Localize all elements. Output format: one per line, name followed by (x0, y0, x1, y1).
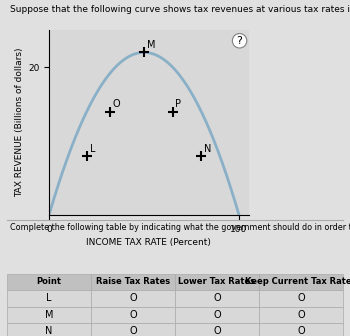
Text: N: N (204, 144, 211, 154)
Text: M: M (147, 40, 155, 50)
Text: Suppose that the following curve shows tax revenues at various tax rates in a hy: Suppose that the following curve shows t… (10, 5, 350, 14)
Text: L: L (90, 144, 95, 154)
Text: O: O (113, 99, 120, 109)
Text: P: P (175, 99, 181, 109)
Text: Complete the following table by indicating what the government should do in orde: Complete the following table by indicati… (10, 223, 350, 233)
Text: ?: ? (237, 36, 243, 46)
Y-axis label: TAX REVENUE (Billions of dollars): TAX REVENUE (Billions of dollars) (15, 48, 24, 197)
X-axis label: INCOME TAX RATE (Percent): INCOME TAX RATE (Percent) (86, 238, 211, 247)
